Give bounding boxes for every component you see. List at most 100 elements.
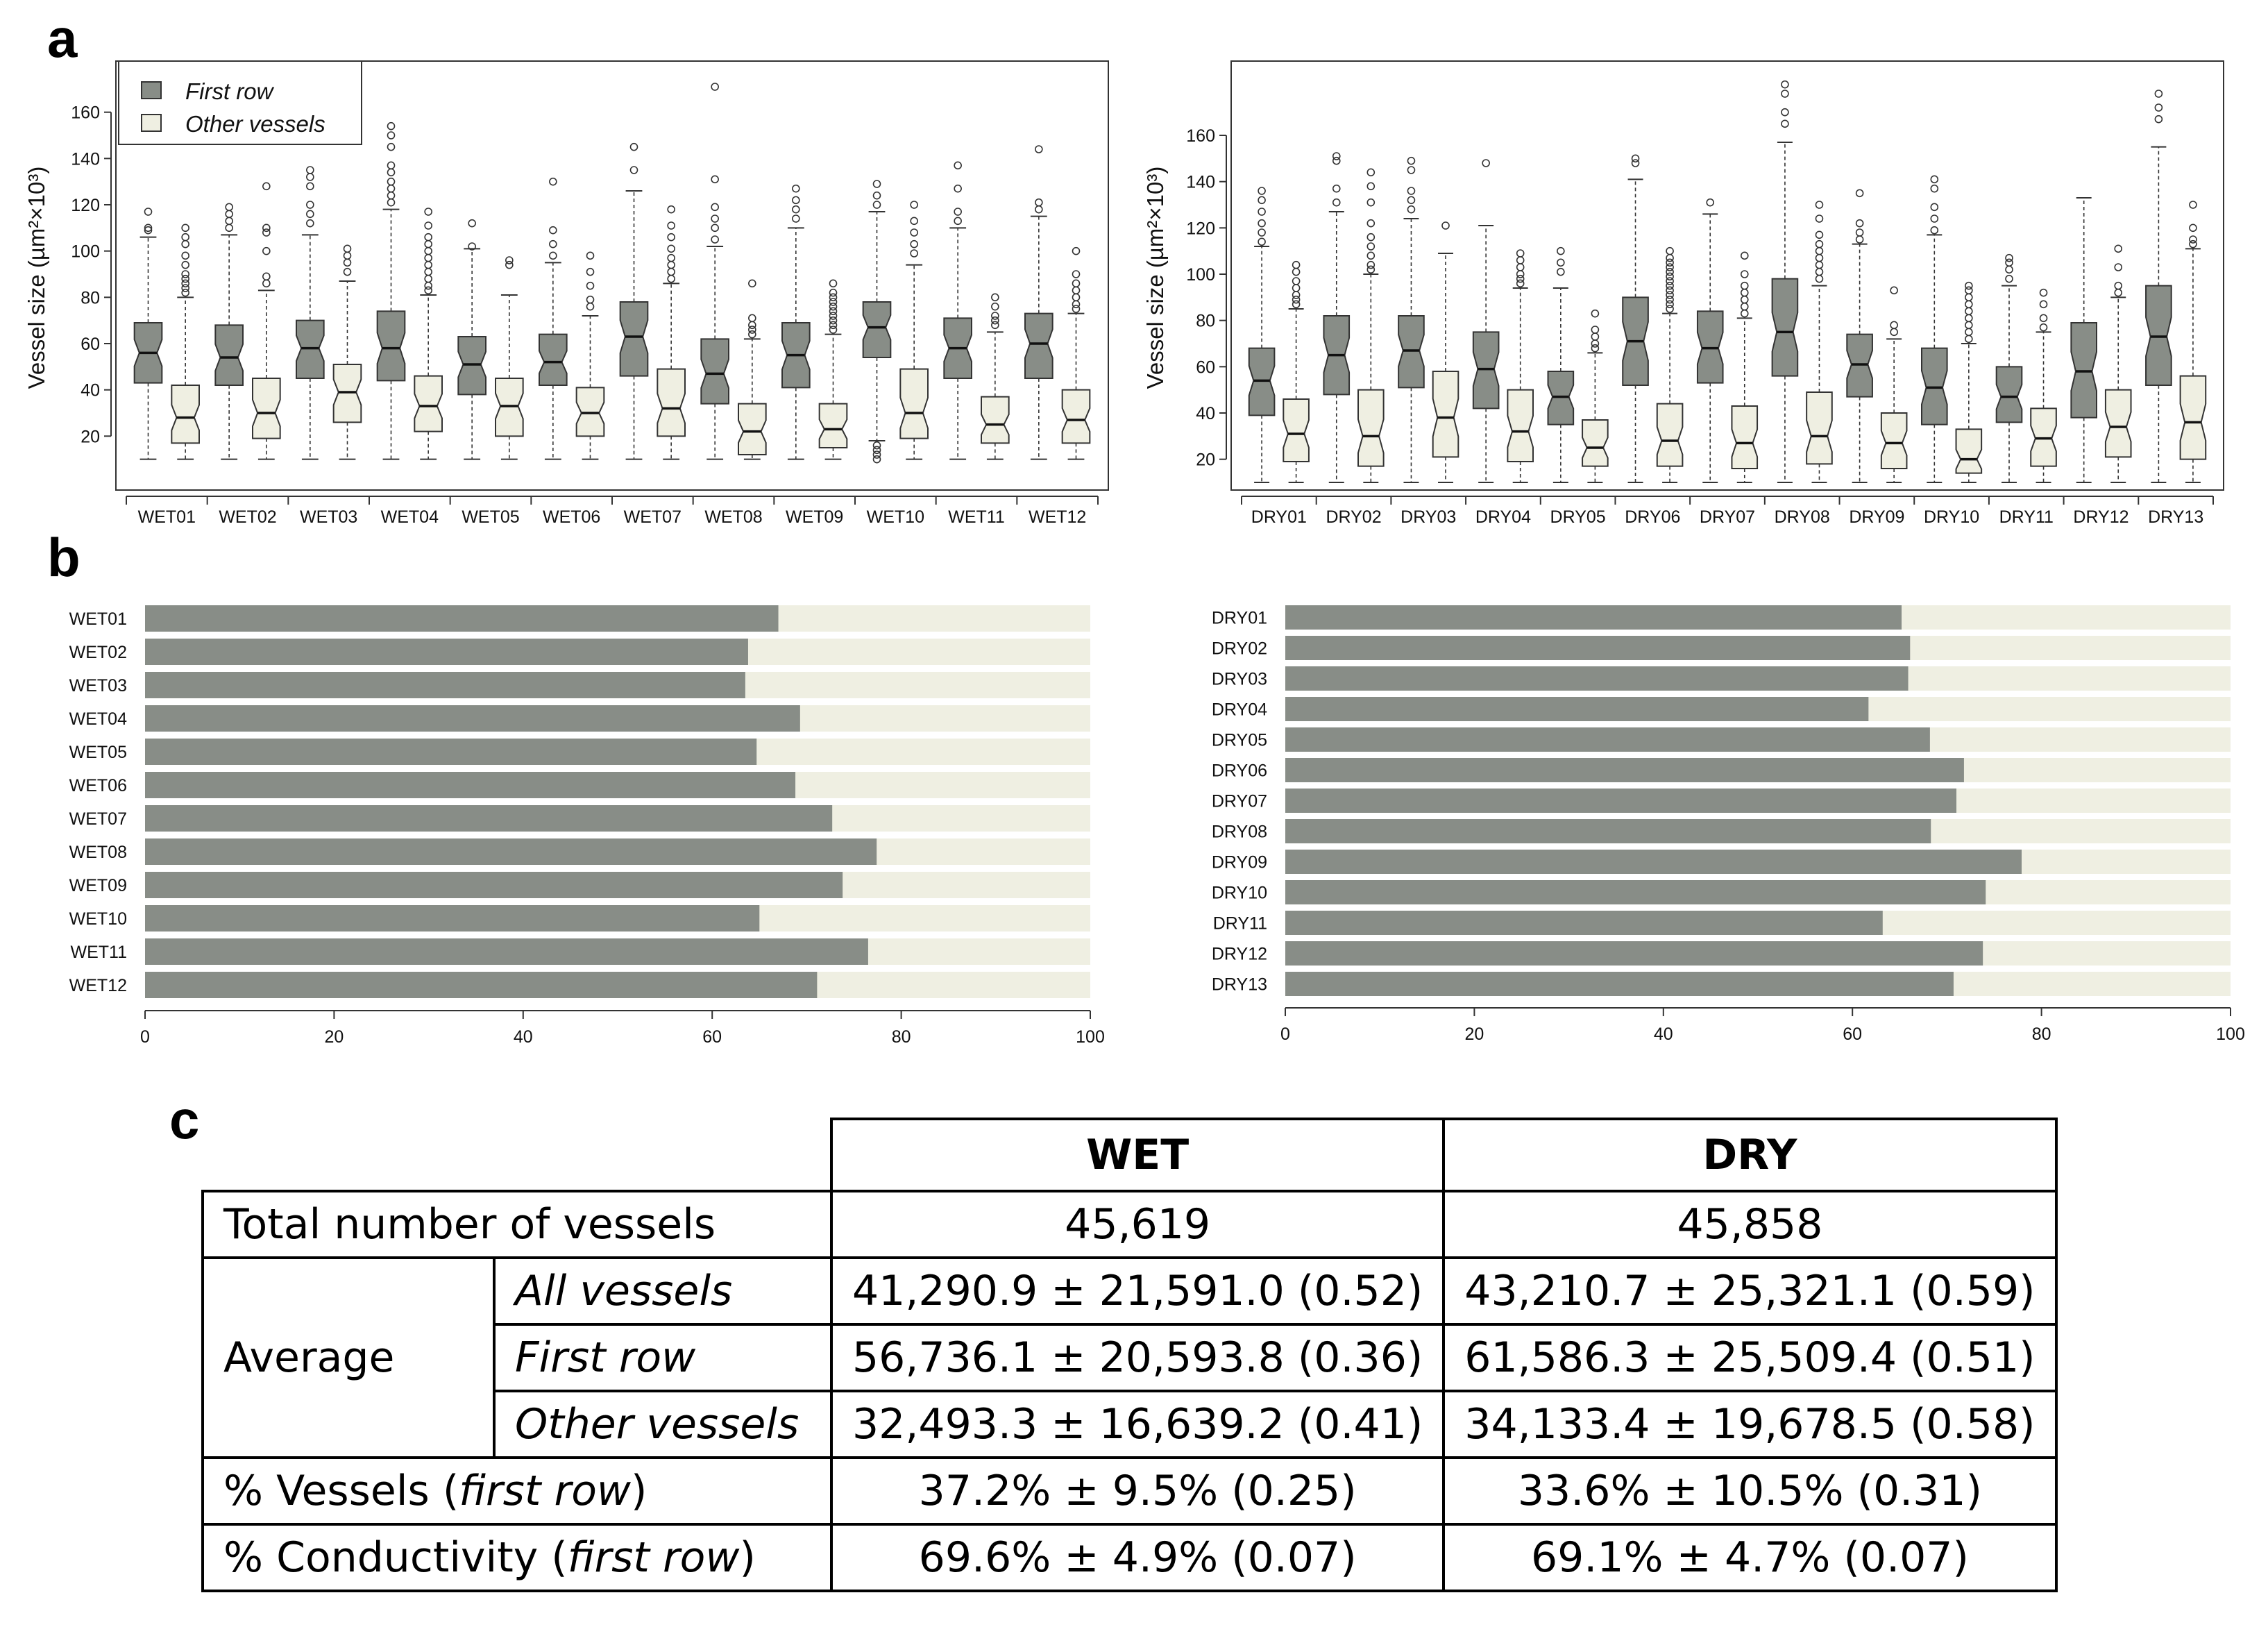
- outlier-point: [586, 295, 595, 304]
- outlier-point: [1965, 335, 1973, 344]
- outlier-point: [1965, 300, 1973, 309]
- outlier-point: [748, 326, 756, 334]
- x-tick-label: DRY10: [1924, 507, 1979, 527]
- outlier-point: [1740, 295, 1749, 304]
- outlier-point: [829, 293, 838, 302]
- x-tick-label: WET09: [786, 507, 843, 527]
- outlier-point: [1292, 284, 1301, 292]
- outlier-point: [343, 258, 352, 267]
- outlier-point: [1258, 187, 1266, 195]
- bar-first-row: [1285, 727, 1930, 752]
- x-tick-label: 100: [2216, 1025, 2245, 1044]
- outlier-point: [144, 226, 153, 235]
- outlier-point: [1930, 175, 1939, 184]
- outlier-point: [991, 321, 999, 330]
- outlier-point: [1407, 166, 1416, 174]
- x-tick-label: WET04: [381, 507, 439, 527]
- row-label-first-row: First row: [493, 1323, 833, 1392]
- outlier-point: [954, 217, 962, 226]
- outlier-point: [1815, 260, 1824, 269]
- outlier-point: [1591, 332, 1600, 341]
- outlier-point: [306, 219, 314, 228]
- pct-vessels-suffix: ): [630, 1467, 648, 1515]
- outlier-point: [872, 450, 881, 459]
- x-tick-label: 80: [892, 1027, 911, 1047]
- outlier-point: [1965, 281, 1973, 290]
- outlier-point: [1815, 239, 1824, 248]
- y-tick-label: 40: [81, 381, 100, 401]
- outlier-point: [711, 214, 719, 223]
- bar-category-label: WET02: [69, 643, 127, 662]
- bar-first-row: [145, 938, 868, 965]
- outlier-point: [829, 288, 838, 297]
- bar-category-label: DRY10: [1212, 884, 1267, 903]
- y-tick-label: 120: [71, 196, 100, 215]
- legend: First row Other vessels: [118, 60, 362, 145]
- outlier-point: [910, 249, 918, 258]
- outlier-point: [1815, 267, 1824, 276]
- outlier-point: [1072, 279, 1081, 288]
- box: [899, 368, 929, 439]
- box: [414, 375, 443, 432]
- cell-first-row-dry: 61,586.3 ± 25,509.4 (0.51): [1442, 1323, 2058, 1392]
- outlier-point: [1890, 321, 1898, 330]
- outlier-point: [1366, 251, 1376, 260]
- bar-category-label: DRY12: [1212, 945, 1267, 964]
- outlier-point: [549, 177, 557, 186]
- outlier-point: [387, 198, 396, 207]
- bar-first-row: [145, 639, 748, 665]
- outlier-point: [225, 217, 233, 226]
- cell-other-vessels-wet: 32,493.3 ± 16,639.2 (0.41): [829, 1390, 1446, 1459]
- legend-swatch-first-row: [141, 81, 162, 99]
- table-corner-blank: [203, 1119, 833, 1192]
- outlier-point: [424, 239, 432, 248]
- outlier-point: [1292, 291, 1301, 299]
- outlier-point: [1516, 249, 1525, 258]
- bar-first-row: [1285, 941, 1983, 966]
- outlier-point: [1591, 344, 1600, 353]
- outlier-point: [1706, 198, 1715, 207]
- outlier-point: [1292, 260, 1301, 269]
- bar-first-row: [145, 838, 877, 865]
- outlier-point: [1815, 214, 1824, 223]
- outlier-point: [1815, 230, 1824, 239]
- outlier-point: [1072, 270, 1081, 278]
- outlier-point: [954, 208, 962, 216]
- bar-category-label: DRY06: [1212, 761, 1267, 781]
- outlier-point: [549, 226, 557, 235]
- x-tick-label: 100: [1076, 1027, 1105, 1047]
- box: [657, 368, 686, 437]
- outlier-point: [262, 272, 271, 281]
- outlier-point: [1258, 196, 1266, 205]
- outlier-point: [1292, 277, 1301, 285]
- outlier-point: [586, 267, 595, 276]
- outlier-point: [387, 191, 396, 200]
- x-tick-label: 20: [1464, 1025, 1484, 1044]
- outlier-point: [1666, 281, 1674, 290]
- outlier-point: [1965, 328, 1973, 337]
- outlier-point: [424, 267, 432, 276]
- outlier-point: [468, 219, 476, 228]
- outlier-point: [991, 312, 999, 320]
- outlier-point: [505, 256, 514, 264]
- box: [862, 301, 892, 358]
- bar-category-label: DRY05: [1212, 731, 1267, 750]
- plot-frame-wet: [115, 60, 1109, 491]
- box: [1731, 405, 1759, 469]
- y-tick-label: 160: [71, 103, 100, 123]
- x-tick-label: DRY08: [1775, 507, 1830, 527]
- bar-category-label: DRY08: [1212, 823, 1267, 842]
- y-axis-label-dry: Vessel size (µm²×10³): [1142, 167, 1168, 389]
- cell-pct-vessels-wet: 37.2% ± 9.5% (0.25): [829, 1456, 1446, 1526]
- cell-pct-conductivity-dry: 69.1% ± 4.7% (0.07): [1442, 1523, 2058, 1592]
- outlier-point: [667, 221, 675, 230]
- bar-first-row: [1285, 911, 1883, 935]
- x-tick-label: DRY05: [1550, 507, 1606, 527]
- outlier-point: [1332, 156, 1341, 165]
- outlier-point: [1258, 208, 1266, 216]
- outlier-point: [424, 208, 432, 216]
- outlier-point: [306, 182, 314, 191]
- outlier-point: [1332, 198, 1341, 207]
- bar-category-label: DRY11: [1213, 914, 1267, 934]
- outlier-point: [1366, 182, 1376, 191]
